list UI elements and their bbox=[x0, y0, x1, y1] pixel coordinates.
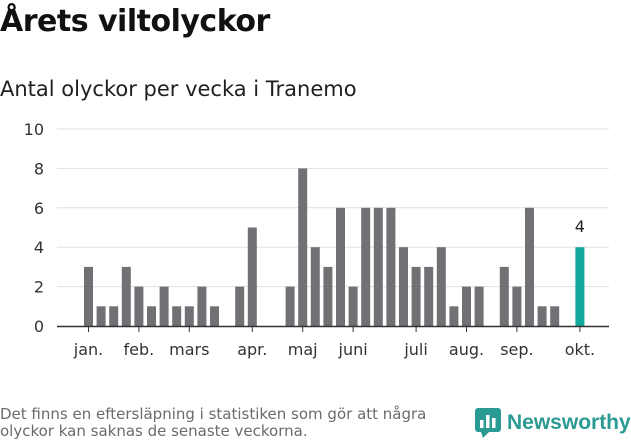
bar bbox=[159, 286, 169, 326]
bar bbox=[84, 266, 93, 326]
bar bbox=[121, 266, 131, 326]
x-tick-label: aug. bbox=[449, 340, 484, 359]
x-tick-label: feb. bbox=[124, 340, 155, 359]
bar bbox=[411, 266, 421, 326]
bar bbox=[575, 247, 585, 326]
bar bbox=[96, 306, 106, 326]
y-axis-ticks: 0 2 4 6 8 10 bbox=[24, 120, 44, 336]
bar bbox=[373, 207, 383, 326]
y-tick-label: 6 bbox=[34, 199, 44, 218]
bar bbox=[247, 227, 257, 326]
bar bbox=[449, 306, 459, 326]
bar bbox=[512, 286, 522, 326]
bar bbox=[336, 207, 345, 326]
x-tick-label: sep. bbox=[500, 340, 533, 359]
bar bbox=[462, 286, 471, 326]
brand-logo: Newsworthy bbox=[475, 408, 631, 438]
y-tick-label: 8 bbox=[34, 159, 44, 178]
x-axis-ticks: jan. feb. mars apr. maj juni juli aug. sep. okt. bbox=[73, 326, 595, 359]
bar bbox=[348, 286, 358, 326]
bar bbox=[537, 306, 547, 326]
bar bbox=[424, 266, 434, 326]
bar-chart: 0 2 4 6 8 10 jan. feb. mars apr. maj juni juli aug. s… bbox=[24, 120, 609, 359]
x-tick-label: juli bbox=[403, 340, 427, 359]
newsworthy-logo-icon bbox=[475, 408, 501, 438]
y-tick-label: 0 bbox=[34, 317, 44, 336]
bar bbox=[172, 306, 182, 326]
bar bbox=[550, 306, 560, 326]
y-tick-label: 4 bbox=[34, 238, 44, 257]
chart-subtitle: Antal olyckor per vecka i Tranemo bbox=[0, 77, 357, 101]
bar bbox=[147, 306, 156, 326]
bar bbox=[323, 266, 333, 326]
bar bbox=[525, 207, 534, 326]
y-tick-label: 10 bbox=[24, 120, 44, 139]
bar bbox=[474, 286, 484, 326]
y-tick-label: 2 bbox=[34, 278, 44, 297]
x-tick-label: maj bbox=[288, 340, 318, 359]
bar bbox=[310, 247, 320, 326]
footnote: Det finns en eftersläpning i statistiken… bbox=[0, 405, 427, 440]
bar bbox=[184, 306, 194, 326]
x-tick-label: apr. bbox=[237, 340, 267, 359]
bar bbox=[197, 286, 207, 326]
bar bbox=[235, 286, 245, 326]
data-labels: 4 bbox=[575, 217, 585, 236]
brand-name: Newsworthy bbox=[507, 411, 631, 434]
bar bbox=[134, 286, 144, 326]
x-tick-label: jan. bbox=[73, 340, 103, 359]
bar bbox=[499, 266, 509, 326]
bar bbox=[285, 286, 295, 326]
chart-title: Årets viltolyckor bbox=[0, 4, 270, 39]
bar bbox=[109, 306, 119, 326]
bar bbox=[361, 207, 371, 326]
bar bbox=[210, 306, 219, 326]
x-tick-label: mars bbox=[169, 340, 209, 359]
x-tick-label: juni bbox=[338, 340, 368, 359]
bar bbox=[436, 247, 446, 326]
x-tick-label: okt. bbox=[565, 340, 595, 359]
bar bbox=[298, 168, 308, 326]
bar bbox=[386, 207, 396, 326]
data-label: 4 bbox=[575, 217, 585, 236]
bar bbox=[399, 247, 408, 326]
